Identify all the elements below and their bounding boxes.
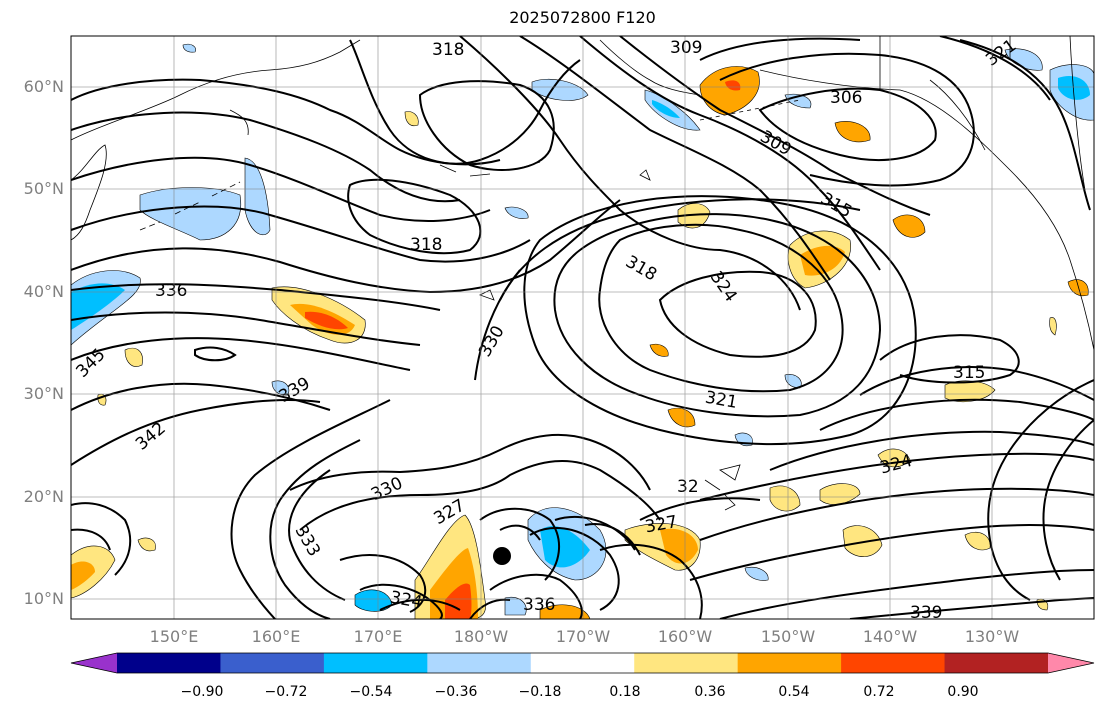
filled-circle-marker — [493, 547, 511, 565]
lat-label: 40°N — [23, 282, 64, 301]
contour-label: 318 — [410, 235, 442, 255]
colorbar-tick-label: −0.36 — [434, 684, 478, 700]
lon-label: 150°E — [149, 627, 199, 646]
colorbar-tick-label: 0.54 — [778, 684, 810, 700]
lon-label: 170°W — [555, 627, 611, 646]
lon-label: 180°W — [453, 627, 509, 646]
colorbar-tick-label: 0.72 — [863, 684, 895, 700]
lat-label: 20°N — [23, 487, 64, 506]
contour-label: 318 — [622, 252, 660, 286]
colorbar-extend-high — [1048, 653, 1094, 673]
contour-label: 321 — [703, 388, 738, 413]
lon-label: 160°W — [657, 627, 713, 646]
colorbar-tick-label: 0.90 — [947, 684, 979, 700]
colorbar-swatch — [530, 653, 635, 673]
contour-label: 32 — [677, 477, 699, 497]
colorbar-swatch — [117, 653, 221, 673]
contour-label: 342 — [132, 418, 170, 454]
colorbar-tick-label: −0.72 — [264, 684, 308, 700]
contour-label: 315 — [953, 363, 985, 383]
coastlines — [71, 36, 1094, 511]
map-title: 2025072800 F120 — [509, 8, 656, 27]
colorbar-tick-label: 0.18 — [609, 684, 641, 700]
colorbar-swatch — [634, 653, 739, 673]
contour-lines — [71, 36, 1094, 619]
contour-label: 339 — [276, 373, 314, 407]
lat-label: 30°N — [23, 384, 64, 403]
contour-label: 336 — [155, 281, 187, 301]
colorbar-swatch — [220, 653, 325, 673]
colorbar-swatch — [427, 653, 532, 673]
colorbar-tick-label: 0.36 — [694, 684, 726, 700]
contour-label: 330 — [368, 473, 406, 505]
lat-label: 10°N — [23, 589, 64, 608]
lon-label: 160°E — [251, 627, 301, 646]
contour-label: 309 — [670, 38, 702, 58]
colorbar-swatch — [323, 653, 428, 673]
contour-label: 345 — [72, 345, 109, 382]
contour-label: 306 — [830, 88, 862, 108]
lon-label: 150°W — [760, 627, 816, 646]
colorbar-swatch — [841, 653, 946, 673]
colorbar-swatch — [737, 653, 842, 673]
contour-label: 339 — [910, 603, 942, 623]
colorbar-swatch — [944, 653, 1049, 673]
contour-label: 318 — [432, 40, 464, 60]
colorbar-outline — [70, 652, 1095, 674]
colorbar — [70, 652, 1095, 674]
map-frame — [70, 35, 1095, 620]
contour-label: 336 — [523, 595, 555, 615]
graticule — [71, 36, 1094, 619]
colorbar-extend-low — [71, 653, 117, 673]
colorbar-tick-label: −0.18 — [518, 684, 562, 700]
colorbar-tick-label: −0.90 — [180, 684, 224, 700]
contour-label: 324 — [706, 268, 741, 306]
lon-label: 140°W — [862, 627, 918, 646]
colorbar-tick-label: −0.54 — [349, 684, 393, 700]
lat-label: 60°N — [23, 77, 64, 96]
lon-label: 130°W — [964, 627, 1020, 646]
contour-label: 324 — [388, 588, 423, 613]
lat-label: 50°N — [23, 179, 64, 198]
lon-label: 170°E — [353, 627, 403, 646]
